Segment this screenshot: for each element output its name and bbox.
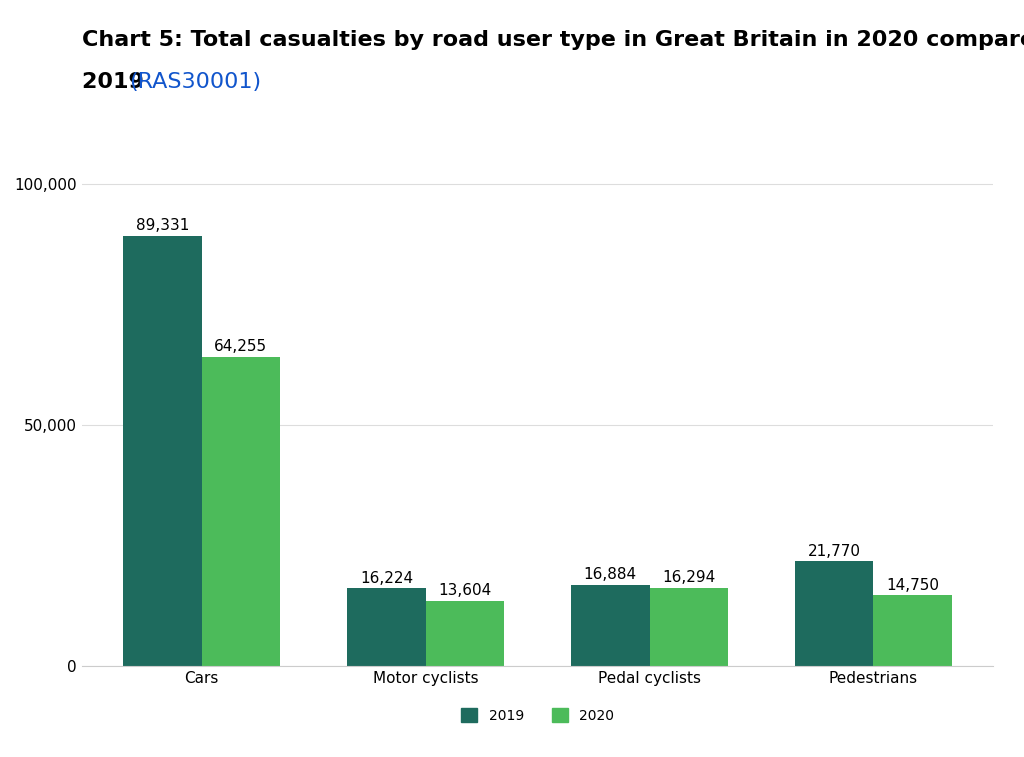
Bar: [347, 588, 426, 666]
Legend: 2019, 2020: 2019, 2020: [456, 702, 620, 728]
Text: 16,224: 16,224: [359, 571, 413, 586]
Bar: [795, 561, 873, 666]
Text: 13,604: 13,604: [438, 583, 492, 598]
Text: 16,884: 16,884: [584, 568, 637, 582]
Bar: [202, 357, 281, 666]
Bar: [123, 236, 202, 666]
Text: (RAS30001): (RAS30001): [129, 72, 261, 92]
Text: 14,750: 14,750: [886, 578, 939, 593]
Text: 21,770: 21,770: [808, 544, 861, 559]
Bar: [649, 587, 728, 666]
Text: 64,255: 64,255: [214, 339, 267, 354]
Bar: [426, 600, 504, 666]
Text: Chart 5: Total casualties by road user type in Great Britain in 2020 compared wi: Chart 5: Total casualties by road user t…: [82, 30, 1024, 50]
Text: 16,294: 16,294: [663, 570, 716, 585]
Text: 2019: 2019: [82, 72, 152, 92]
Bar: [571, 585, 649, 666]
Text: 89,331: 89,331: [136, 219, 189, 233]
Bar: [873, 595, 952, 666]
